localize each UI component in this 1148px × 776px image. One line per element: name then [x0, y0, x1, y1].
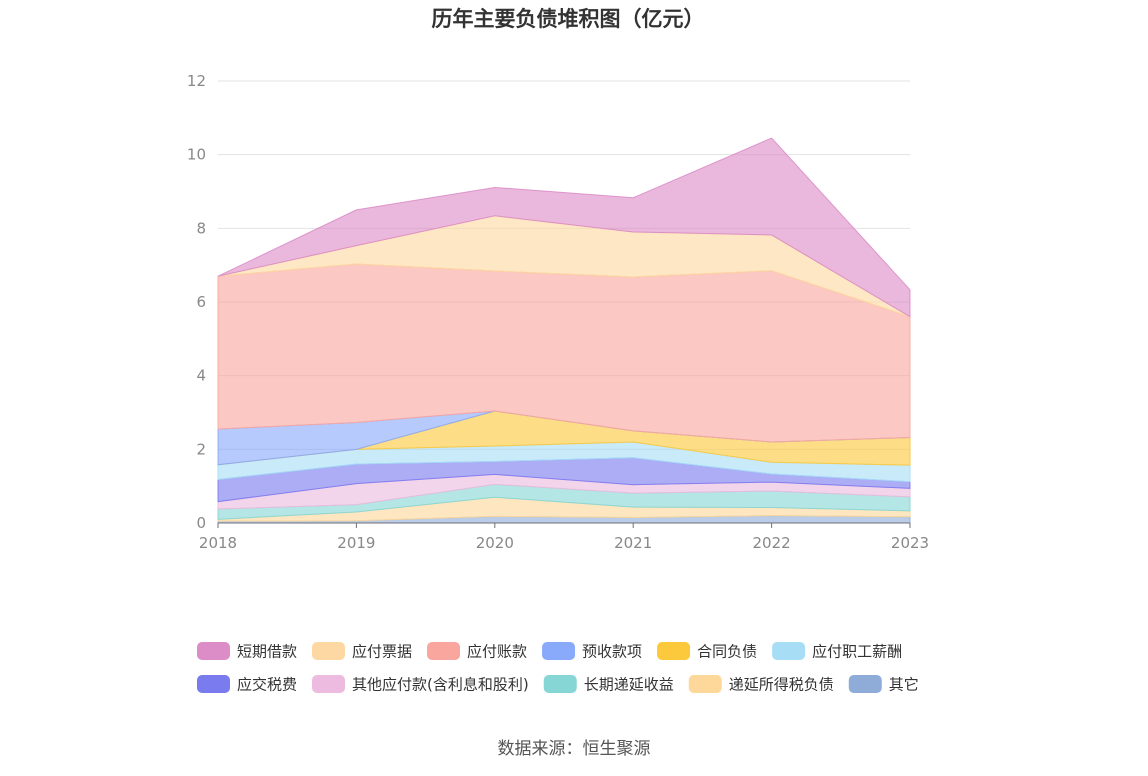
- legend-label: 应付职工薪酬: [812, 643, 902, 661]
- legend-item[interactable]: 长期递延收益: [543, 675, 674, 694]
- legend-item[interactable]: 应付账款: [427, 642, 527, 661]
- data-source: 数据来源：恒生聚源: [498, 739, 651, 759]
- legend-label: 合同负债: [697, 643, 757, 661]
- x-tick-label: 2020: [476, 534, 514, 552]
- chart-title: 历年主要负债堆积图（亿元）: [432, 7, 705, 31]
- legend-item[interactable]: 其他应付款(含利息和股利): [312, 675, 529, 694]
- legend-swatch: [312, 675, 346, 693]
- x-tick-label: 2019: [337, 534, 375, 552]
- area-series: [217, 263, 911, 443]
- x-tick-label: 2022: [753, 534, 791, 552]
- legend-swatch: [542, 642, 576, 660]
- y-tick-label: 4: [196, 367, 206, 385]
- y-tick-label: 6: [196, 293, 206, 311]
- legend-item[interactable]: 短期借款: [197, 642, 297, 661]
- legend-label: 应付票据: [352, 643, 412, 661]
- stacked-areas: [217, 137, 911, 524]
- legend-swatch: [312, 642, 346, 660]
- area-series: [217, 137, 911, 318]
- legend-label: 预收款项: [582, 643, 642, 661]
- x-tick-label: 2023: [891, 534, 929, 552]
- y-tick-label: 8: [196, 219, 206, 237]
- legend-swatch: [197, 642, 230, 660]
- legend-swatch: [197, 675, 230, 693]
- y-tick-label: 10: [187, 146, 206, 164]
- legend-label: 其他应付款(含利息和股利): [352, 676, 529, 694]
- legend-item[interactable]: 其它: [848, 675, 919, 694]
- y-tick-label: 12: [187, 72, 206, 90]
- y-tick-label: 2: [196, 440, 206, 458]
- legend-item[interactable]: 预收款项: [542, 642, 642, 661]
- legend-item[interactable]: 递延所得税负债: [688, 675, 834, 694]
- legend-swatch: [848, 675, 882, 693]
- legend-swatch: [772, 642, 806, 660]
- legend-item[interactable]: 应交税费: [197, 675, 297, 694]
- axes: 0 2 4 6 8 10 12 2018 2019 2020 2021 2022 2023: [187, 72, 929, 552]
- legend-label: 应交税费: [237, 676, 297, 694]
- legend-swatch: [657, 642, 691, 660]
- legend-swatch: [427, 642, 461, 660]
- legend-label: 递延所得税负债: [729, 676, 834, 694]
- x-tick-label: 2018: [199, 534, 237, 552]
- legend-label: 长期递延收益: [584, 676, 674, 694]
- legend-swatch: [688, 675, 722, 693]
- legend-label: 其它: [889, 676, 919, 694]
- y-tick-label: 0: [196, 514, 206, 532]
- legend-label: 应付账款: [467, 643, 527, 661]
- legend-item[interactable]: 应付职工薪酬: [772, 642, 902, 661]
- legend-item[interactable]: 合同负债: [657, 642, 757, 661]
- legend-label: 短期借款: [237, 643, 297, 661]
- legend-swatch: [543, 675, 577, 693]
- x-tick-label: 2021: [614, 534, 652, 552]
- legend-item[interactable]: 应付票据: [312, 642, 412, 661]
